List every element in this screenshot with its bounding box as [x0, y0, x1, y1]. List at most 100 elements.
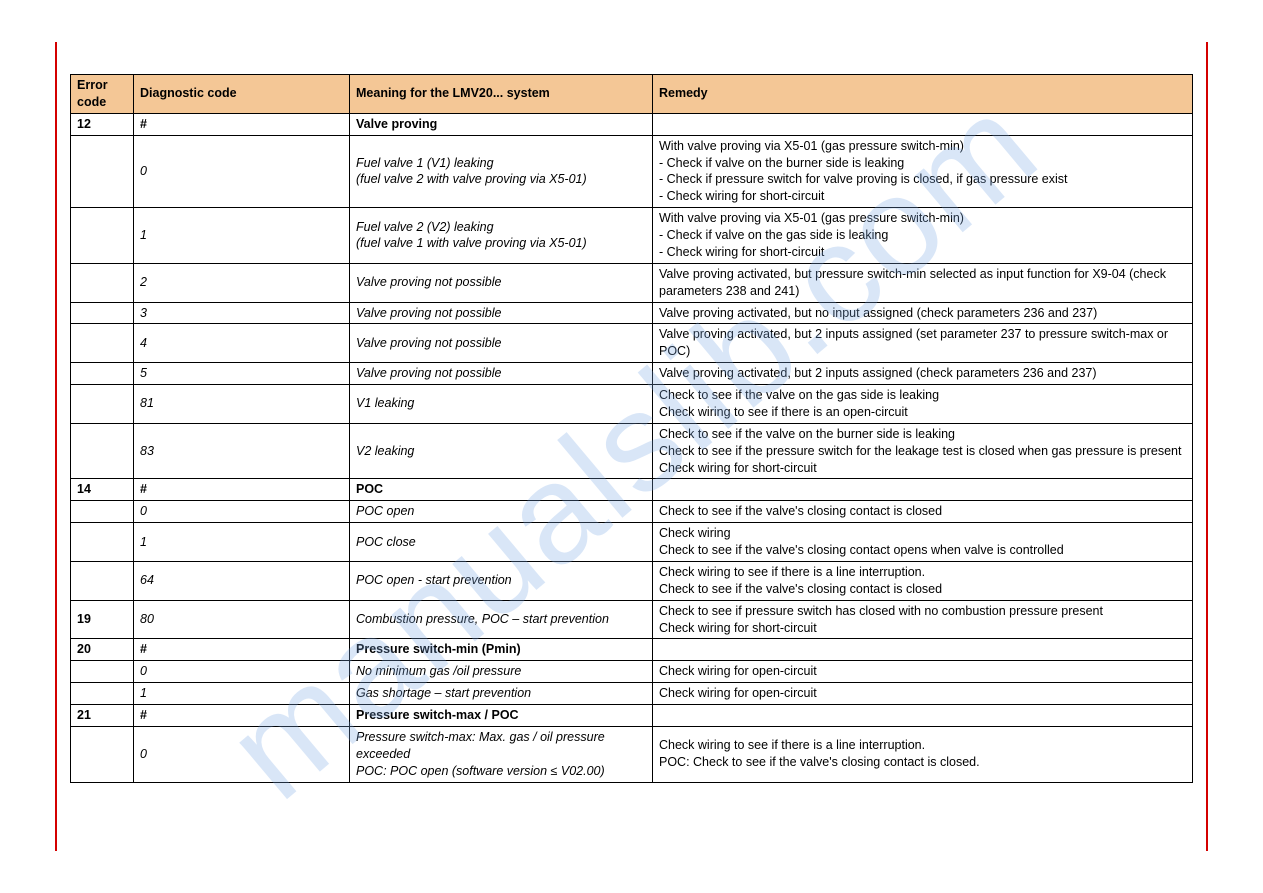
- cell-diag: 80: [134, 600, 350, 639]
- cell-diag: 1: [134, 523, 350, 562]
- table-row: 1980Combustion pressure, POC – start pre…: [71, 600, 1193, 639]
- cell-error: [71, 423, 134, 479]
- cell-diag: 0: [134, 135, 350, 208]
- table-row: 83V2 leakingCheck to see if the valve on…: [71, 423, 1193, 479]
- cell-meaning: Pressure switch-max / POC: [350, 705, 653, 727]
- cell-remedy: [653, 639, 1193, 661]
- cell-remedy: Check to see if the valve's closing cont…: [653, 501, 1193, 523]
- cell-error: [71, 363, 134, 385]
- error-code-table: Error code Diagnostic code Meaning for t…: [70, 74, 1193, 783]
- cell-remedy: Check wiringCheck to see if the valve's …: [653, 523, 1193, 562]
- cell-meaning: Gas shortage – start prevention: [350, 683, 653, 705]
- cell-error: [71, 302, 134, 324]
- cell-error: [71, 324, 134, 363]
- cell-remedy: Check to see if pressure switch has clos…: [653, 600, 1193, 639]
- cell-remedy: Check wiring to see if there is a line i…: [653, 561, 1193, 600]
- table-row: 2Valve proving not possibleValve proving…: [71, 263, 1193, 302]
- cell-remedy: [653, 705, 1193, 727]
- cell-diag: 64: [134, 561, 350, 600]
- table-row: 64POC open - start preventionCheck wirin…: [71, 561, 1193, 600]
- cell-meaning: Valve proving not possible: [350, 263, 653, 302]
- cell-diag: #: [134, 479, 350, 501]
- col-header-meaning: Meaning for the LMV20... system: [350, 75, 653, 114]
- page-container: Error code Diagnostic code Meaning for t…: [0, 0, 1263, 893]
- cell-meaning: POC: [350, 479, 653, 501]
- cell-meaning: No minimum gas /oil pressure: [350, 661, 653, 683]
- cell-remedy: Check to see if the valve on the gas sid…: [653, 385, 1193, 424]
- cell-error: [71, 726, 134, 782]
- table-header-row: Error code Diagnostic code Meaning for t…: [71, 75, 1193, 114]
- col-header-diag: Diagnostic code: [134, 75, 350, 114]
- cell-meaning: POC close: [350, 523, 653, 562]
- cell-remedy: Valve proving activated, but 2 inputs as…: [653, 324, 1193, 363]
- table-row: 12#Valve proving: [71, 113, 1193, 135]
- table-body: 12#Valve proving0Fuel valve 1 (V1) leaki…: [71, 113, 1193, 782]
- cell-meaning: Valve proving not possible: [350, 324, 653, 363]
- cell-remedy: Check wiring to see if there is a line i…: [653, 726, 1193, 782]
- cell-diag: 3: [134, 302, 350, 324]
- col-header-error: Error code: [71, 75, 134, 114]
- cell-meaning: Fuel valve 1 (V1) leaking(fuel valve 2 w…: [350, 135, 653, 208]
- content-area: Error code Diagnostic code Meaning for t…: [70, 74, 1193, 783]
- table-row: 0No minimum gas /oil pressureCheck wirin…: [71, 661, 1193, 683]
- cell-meaning: Valve proving not possible: [350, 363, 653, 385]
- cell-remedy: With valve proving via X5-01 (gas pressu…: [653, 208, 1193, 264]
- cell-diag: 0: [134, 726, 350, 782]
- table-row: 1POC closeCheck wiringCheck to see if th…: [71, 523, 1193, 562]
- cell-error: [71, 135, 134, 208]
- red-rule-left: [55, 42, 57, 851]
- cell-diag: 81: [134, 385, 350, 424]
- cell-meaning: Valve proving not possible: [350, 302, 653, 324]
- cell-remedy: [653, 113, 1193, 135]
- red-rule-right: [1206, 42, 1208, 851]
- cell-remedy: With valve proving via X5-01 (gas pressu…: [653, 135, 1193, 208]
- table-row: 14#POC: [71, 479, 1193, 501]
- cell-diag: 0: [134, 661, 350, 683]
- cell-meaning: Pressure switch-max: Max. gas / oil pres…: [350, 726, 653, 782]
- cell-diag: 1: [134, 683, 350, 705]
- table-row: 5Valve proving not possibleValve proving…: [71, 363, 1193, 385]
- cell-diag: #: [134, 639, 350, 661]
- cell-remedy: [653, 479, 1193, 501]
- table-row: 1Gas shortage – start preventionCheck wi…: [71, 683, 1193, 705]
- table-row: 81V1 leakingCheck to see if the valve on…: [71, 385, 1193, 424]
- cell-meaning: Valve proving: [350, 113, 653, 135]
- cell-error: 20: [71, 639, 134, 661]
- cell-diag: 83: [134, 423, 350, 479]
- cell-meaning: V2 leaking: [350, 423, 653, 479]
- cell-error: [71, 683, 134, 705]
- table-row: 21#Pressure switch-max / POC: [71, 705, 1193, 727]
- cell-meaning: Pressure switch-min (Pmin): [350, 639, 653, 661]
- cell-diag: 0: [134, 501, 350, 523]
- table-row: 4Valve proving not possibleValve proving…: [71, 324, 1193, 363]
- cell-diag: 1: [134, 208, 350, 264]
- cell-remedy: Valve proving activated, but pressure sw…: [653, 263, 1193, 302]
- table-row: 0POC openCheck to see if the valve's clo…: [71, 501, 1193, 523]
- cell-error: 14: [71, 479, 134, 501]
- cell-meaning: Combustion pressure, POC – start prevent…: [350, 600, 653, 639]
- cell-error: [71, 263, 134, 302]
- cell-remedy: Check wiring for open-circuit: [653, 683, 1193, 705]
- cell-meaning: V1 leaking: [350, 385, 653, 424]
- cell-error: [71, 523, 134, 562]
- cell-diag: #: [134, 705, 350, 727]
- cell-error: [71, 501, 134, 523]
- cell-remedy: Check wiring for open-circuit: [653, 661, 1193, 683]
- table-row: 0Fuel valve 1 (V1) leaking(fuel valve 2 …: [71, 135, 1193, 208]
- cell-meaning: POC open: [350, 501, 653, 523]
- cell-diag: #: [134, 113, 350, 135]
- cell-meaning: POC open - start prevention: [350, 561, 653, 600]
- col-header-remedy: Remedy: [653, 75, 1193, 114]
- cell-diag: 5: [134, 363, 350, 385]
- cell-diag: 4: [134, 324, 350, 363]
- cell-meaning: Fuel valve 2 (V2) leaking(fuel valve 1 w…: [350, 208, 653, 264]
- cell-remedy: Valve proving activated, but 2 inputs as…: [653, 363, 1193, 385]
- table-row: 1Fuel valve 2 (V2) leaking(fuel valve 1 …: [71, 208, 1193, 264]
- cell-remedy: Valve proving activated, but no input as…: [653, 302, 1193, 324]
- table-row: 0Pressure switch-max: Max. gas / oil pre…: [71, 726, 1193, 782]
- cell-error: [71, 385, 134, 424]
- cell-diag: 2: [134, 263, 350, 302]
- cell-error: 19: [71, 600, 134, 639]
- table-row: 20#Pressure switch-min (Pmin): [71, 639, 1193, 661]
- cell-error: [71, 208, 134, 264]
